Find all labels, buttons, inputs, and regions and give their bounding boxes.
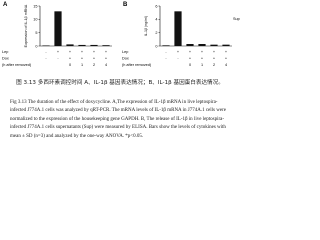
row-cell: + — [189, 57, 192, 61]
row-cell: + — [57, 50, 60, 54]
bar — [42, 45, 50, 46]
row-cell: 1 — [81, 63, 83, 67]
row-cell: + — [225, 57, 228, 61]
y-tick-label: 0 — [155, 44, 157, 48]
bar — [102, 45, 110, 46]
bar — [186, 44, 194, 46]
row-cell: + — [69, 50, 72, 54]
y-axis-title: Expression of IL-1β mRNA — [24, 4, 28, 47]
bar — [66, 44, 74, 46]
y-tick-label: 0 — [35, 44, 37, 48]
row-cell: + — [177, 50, 180, 54]
bar — [90, 44, 98, 46]
row-cell: - — [165, 57, 167, 61]
row-cell: + — [189, 50, 192, 54]
y-tick-label: 5 — [35, 31, 37, 35]
caption-en: Fig 3.13 The duration of the effect of d… — [10, 100, 226, 139]
row-cell: + — [105, 50, 108, 54]
row-label: Dox — [122, 57, 129, 61]
panel-label: B — [123, 2, 128, 8]
bar — [162, 45, 170, 46]
y-tick-label: 6 — [155, 4, 157, 8]
row-label: (h after removed) — [2, 63, 32, 67]
y-tick-label: 4 — [155, 18, 157, 22]
row-cell: + — [213, 57, 216, 61]
row-cell: 0 — [69, 63, 71, 67]
bar — [78, 44, 86, 46]
row-cell: - — [165, 50, 167, 54]
row-label: Lep — [122, 50, 128, 54]
row-cell: + — [93, 57, 96, 61]
row-cell: 2 — [93, 63, 95, 67]
row-cell: - — [45, 50, 47, 54]
y-tick-label: 2 — [155, 31, 157, 35]
bar — [222, 44, 230, 46]
row-cell: + — [105, 57, 108, 61]
caption-cn: 图 3.13 多西环素调控时间 A、IL-1β 基因表达情况；B、IL-1β 基… — [16, 80, 224, 86]
row-label: Dox — [2, 57, 9, 61]
y-axis-title: IL-1β (ng/ml) — [144, 16, 148, 36]
row-cell: + — [69, 57, 72, 61]
row-cell: 4 — [225, 63, 227, 67]
y-tick-label: 10 — [33, 18, 37, 22]
row-label: Lep — [2, 50, 8, 54]
row-label: (h after removed) — [122, 63, 152, 67]
row-cell: + — [213, 50, 216, 54]
row-cell: 2 — [213, 63, 215, 67]
bar — [198, 44, 206, 46]
row-cell: + — [93, 50, 96, 54]
row-cell: - — [45, 57, 47, 61]
row-cell: 0 — [189, 63, 191, 67]
row-cell: + — [81, 50, 84, 54]
bar — [54, 11, 62, 47]
row-cell: + — [81, 57, 84, 61]
row-cell: 4 — [105, 63, 107, 67]
row-cell: + — [201, 57, 204, 61]
bar — [210, 44, 218, 46]
row-cell: - — [177, 57, 179, 61]
bar — [174, 11, 182, 47]
page: {"figure":{"panels":[ {"label":"A","y_la… — [2, 2, 240, 139]
row-cell: + — [225, 50, 228, 54]
row-cell: - — [57, 57, 59, 61]
row-cell: 1 — [201, 63, 203, 67]
row-cell: + — [201, 50, 204, 54]
y-tick-label: 15 — [33, 4, 37, 8]
panel-label: A — [3, 2, 8, 8]
side-label: Sup — [233, 17, 240, 21]
